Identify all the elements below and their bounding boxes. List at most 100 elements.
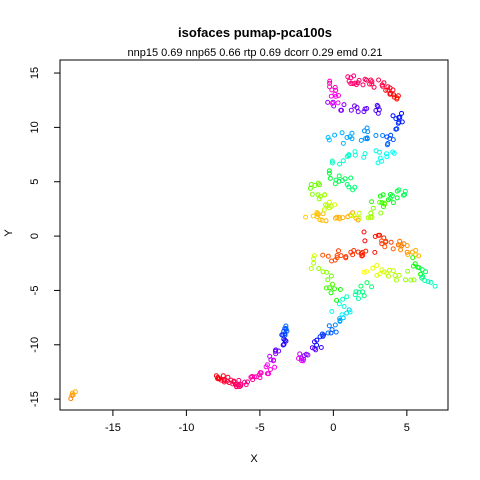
data-point [307, 185, 313, 191]
data-point [388, 239, 394, 245]
data-point [347, 309, 353, 315]
point-layer [68, 73, 438, 402]
data-point [373, 108, 379, 113]
data-point [339, 312, 345, 318]
data-point [384, 154, 390, 160]
data-point [405, 268, 411, 274]
data-point [345, 74, 351, 80]
y-tick-label: 15 [29, 67, 41, 79]
data-point [356, 289, 362, 295]
data-point [308, 266, 314, 271]
data-point [398, 247, 404, 253]
data-point [380, 192, 386, 198]
data-point [311, 256, 317, 262]
data-point [336, 173, 342, 179]
data-point [266, 371, 271, 377]
chart-subtitle: nnp15 0.69 nnp65 0.66 rtp 0.69 dcorr 0.2… [127, 47, 382, 59]
data-point [380, 133, 386, 138]
data-point [338, 253, 344, 259]
data-point [313, 347, 319, 353]
data-point [323, 285, 329, 291]
data-point [343, 255, 349, 261]
data-point [413, 252, 419, 258]
data-point [264, 362, 270, 368]
data-point [282, 332, 288, 338]
data-point [405, 252, 411, 257]
data-point [361, 109, 367, 115]
data-point [389, 193, 395, 199]
data-point [361, 128, 367, 134]
data-point [351, 73, 357, 79]
data-point [372, 249, 378, 255]
data-point [381, 80, 387, 86]
data-point [316, 266, 322, 271]
y-tick-label: 5 [29, 179, 41, 185]
y-axis-label: Y [3, 229, 15, 237]
data-point [359, 253, 365, 259]
data-point [364, 269, 370, 274]
data-point [346, 153, 352, 159]
data-point [413, 247, 419, 253]
data-point [394, 96, 400, 102]
data-point [377, 199, 383, 205]
data-point [361, 229, 367, 235]
data-point [314, 337, 320, 343]
data-point [312, 183, 318, 188]
x-axis-label: X [250, 453, 258, 465]
data-point [314, 342, 320, 348]
x-tick-label: 5 [404, 422, 410, 434]
data-point [368, 210, 374, 216]
data-point [402, 188, 408, 194]
data-point [346, 184, 352, 190]
data-point [339, 178, 345, 183]
data-point [390, 149, 396, 155]
y-tick-label: -5 [29, 286, 41, 296]
data-point [326, 137, 332, 143]
data-point [384, 134, 390, 140]
data-point [348, 213, 354, 219]
data-point [337, 318, 343, 324]
data-point [391, 92, 397, 98]
data-point [310, 213, 316, 219]
data-point [282, 337, 288, 343]
data-point [416, 253, 422, 259]
data-point [271, 357, 277, 363]
data-point [370, 265, 376, 271]
data-point [373, 133, 379, 138]
data-point [317, 217, 323, 223]
data-point [363, 248, 369, 254]
data-point [309, 191, 315, 197]
y-tick-label: 0 [29, 233, 41, 239]
data-point [368, 77, 374, 83]
data-point [377, 149, 382, 155]
data-point [326, 199, 332, 205]
x-tick-label: -5 [255, 422, 265, 434]
data-point [361, 293, 367, 299]
data-point [336, 248, 341, 254]
data-point [328, 273, 334, 279]
data-point [358, 137, 364, 143]
data-point [396, 272, 402, 278]
data-point [412, 261, 418, 267]
data-point [392, 273, 398, 278]
x-tick-label: 0 [330, 422, 336, 434]
data-point [423, 269, 428, 275]
data-point [231, 378, 237, 384]
data-point [347, 134, 353, 140]
data-point [360, 289, 365, 295]
data-point [337, 287, 343, 292]
data-point [408, 277, 414, 283]
data-point [340, 296, 346, 302]
data-point [332, 84, 338, 90]
data-point [332, 286, 337, 292]
data-point [296, 355, 301, 361]
data-point [390, 137, 396, 143]
data-point [356, 296, 361, 302]
data-point [258, 370, 264, 376]
data-point [355, 109, 361, 115]
data-point [404, 249, 410, 255]
data-point [311, 260, 317, 266]
data-point [324, 203, 330, 209]
data-point [245, 379, 250, 385]
y-tick-label: -15 [29, 391, 41, 407]
